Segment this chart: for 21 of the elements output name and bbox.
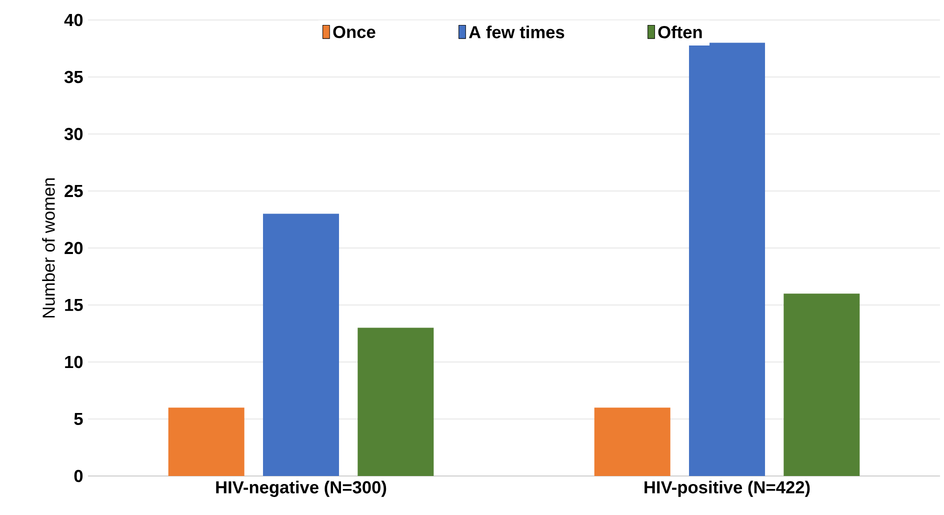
bar xyxy=(263,214,340,476)
x-tick-label: HIV-positive (N=422) xyxy=(644,480,810,497)
bar xyxy=(689,42,766,476)
y-tick-label: 10 xyxy=(65,356,83,368)
legend-label: A few times xyxy=(469,26,564,38)
legend-label: Often xyxy=(658,26,702,38)
bar xyxy=(784,294,860,476)
y-tick-label: 35 xyxy=(64,70,83,84)
y-tick-label: 0 xyxy=(74,470,83,482)
y-axis-title: Number of women xyxy=(42,178,55,318)
y-tick-label: 20 xyxy=(64,242,83,254)
bar xyxy=(168,408,244,476)
y-tick-label: 40 xyxy=(64,14,83,26)
legend-label: Once xyxy=(333,26,376,38)
y-tick-label: 5 xyxy=(74,412,83,426)
bar xyxy=(358,328,434,476)
y-tick-label: 30 xyxy=(64,128,83,140)
x-tick-label: HIV-negative (N=300) xyxy=(216,480,386,497)
y-tick-label: 15 xyxy=(65,298,83,312)
bar xyxy=(594,408,670,476)
y-tick-label: 25 xyxy=(64,184,83,198)
